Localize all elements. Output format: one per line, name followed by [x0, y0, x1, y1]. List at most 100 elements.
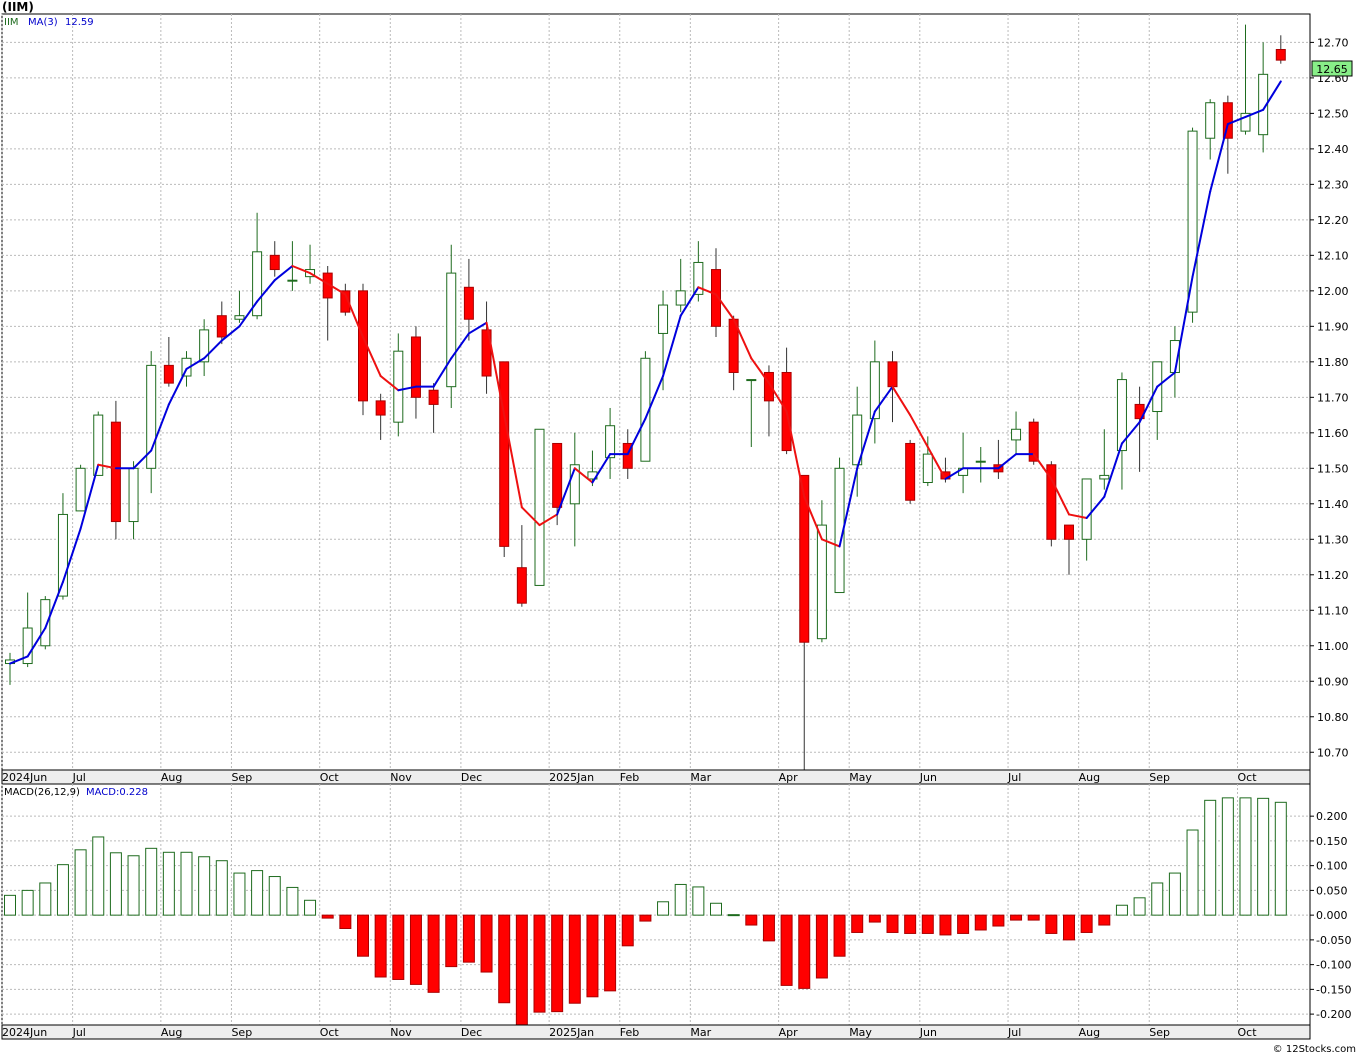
- macd-date-strip: [1, 1024, 1311, 1040]
- candle: [711, 248, 721, 337]
- macd-bar: [692, 886, 705, 916]
- last-price-badge: 12.65: [1311, 60, 1353, 77]
- ma3-segment: [362, 335, 382, 378]
- macd-tick-label: 0.050: [1316, 884, 1348, 897]
- macd-bar: [1257, 797, 1270, 916]
- price-tick-label: 12.20: [1317, 214, 1349, 227]
- price-tick-label: 11.40: [1317, 498, 1349, 511]
- macd-tick-label: 0.100: [1316, 860, 1348, 873]
- macd-bar: [145, 847, 158, 916]
- price-tick-label: 11.70: [1317, 391, 1349, 404]
- macd-date-label: Aug: [161, 1026, 182, 1039]
- ma3-segment: [291, 265, 312, 275]
- candle-body: [569, 464, 580, 505]
- candle: [1081, 478, 1092, 561]
- macd-bar: [604, 914, 617, 992]
- macd-date-label: Oct: [320, 1026, 340, 1039]
- macd-bar: [498, 914, 511, 1004]
- candle-body: [816, 524, 827, 640]
- price-date-label: Feb: [620, 771, 639, 784]
- ma3-segment: [467, 321, 488, 335]
- macd-bar: [39, 882, 52, 916]
- price-tick-label: 11.20: [1317, 569, 1349, 582]
- ma3-segment: [1138, 385, 1159, 424]
- ma3-segment: [1085, 495, 1106, 519]
- ma3-segment: [767, 382, 788, 413]
- price-date-label: Mar: [690, 771, 711, 784]
- ma3-segment: [697, 286, 717, 296]
- candle: [1099, 429, 1110, 490]
- macd-bar: [21, 889, 34, 916]
- macd-bar: [904, 914, 917, 934]
- candle: [675, 258, 686, 313]
- candle-body: [234, 315, 245, 320]
- ma3-segment: [591, 453, 612, 484]
- price-date-label: Jul: [72, 771, 86, 784]
- macd-panel: -0.200 -0.150 -0.100 -0.050 0.000 0.050 0.100 0…: [1, 783, 1351, 1040]
- ma3-segment: [485, 321, 506, 417]
- macd-date-label: Jul: [72, 1026, 86, 1039]
- ma3-segment: [909, 414, 929, 449]
- price-tick-label: 11.60: [1317, 427, 1349, 440]
- macd-bar: [1063, 914, 1075, 941]
- candle: [499, 361, 510, 558]
- ma3-segment: [273, 265, 294, 282]
- candle-body: [163, 364, 174, 384]
- candle: [746, 379, 757, 448]
- ma3-segment: [220, 325, 241, 342]
- price-tick-label: 11.00: [1317, 640, 1349, 653]
- candle: [269, 241, 280, 277]
- macd-bar: [251, 870, 264, 916]
- ma3-segment: [732, 318, 753, 360]
- macd-y-axis: -0.200 -0.150 -0.100 -0.050 0.000 0.050 0.100 0…: [1310, 810, 1351, 1021]
- ma3-segment: [1032, 453, 1053, 480]
- price-tick-label: 12.30: [1317, 178, 1349, 191]
- macd-bar: [1186, 829, 1199, 916]
- macd-bar: [1098, 914, 1111, 926]
- candle-body: [1187, 130, 1198, 313]
- candle: [534, 428, 545, 586]
- macd-date-label: Dec: [461, 1026, 482, 1039]
- ma3-line: [9, 80, 1282, 665]
- macd-bar: [462, 914, 475, 963]
- candle: [428, 383, 439, 433]
- price-tick-label: 11.30: [1317, 533, 1349, 546]
- candle: [1222, 95, 1233, 174]
- macd-date-label: Oct: [1238, 1026, 1258, 1039]
- price-grid: [1, 14, 1310, 770]
- price-tick-label: 10.80: [1317, 711, 1349, 724]
- price-date-label: Jul: [1007, 771, 1021, 784]
- ma3-segment: [997, 453, 1018, 470]
- candle-body: [552, 442, 563, 508]
- ma3-segment: [432, 357, 453, 388]
- ma3-segment: [644, 375, 665, 420]
- candle-body: [605, 425, 616, 459]
- macd-bar: [304, 899, 317, 916]
- ma3-segment: [379, 375, 400, 392]
- macd-bar: [357, 914, 369, 957]
- ma3-segment: [61, 527, 82, 583]
- macd-bar: [1115, 904, 1128, 916]
- candle: [410, 326, 421, 419]
- macd-bar: [1027, 914, 1040, 921]
- ma3-segment: [873, 385, 894, 413]
- ma3-segment: [926, 446, 947, 480]
- candle: [163, 336, 174, 387]
- macd-date-label: 2024Jun: [2, 1026, 47, 1039]
- candle: [693, 241, 704, 302]
- macd-tick-label: -0.050: [1316, 934, 1351, 947]
- ma3-segment: [1191, 190, 1212, 278]
- candle: [1028, 418, 1039, 465]
- ma3-segment: [326, 282, 347, 296]
- legend-symbol: IIM: [4, 17, 19, 28]
- ma3-segment: [538, 513, 559, 527]
- macd-grid: [1, 784, 1310, 1025]
- candle: [1064, 524, 1074, 575]
- candle: [816, 500, 827, 643]
- candle: [1116, 372, 1127, 490]
- macd-bar: [480, 914, 493, 973]
- ma3-segment: [1103, 442, 1123, 498]
- macd-bar: [992, 914, 1005, 927]
- macd-bar: [921, 914, 934, 934]
- candle: [234, 290, 245, 323]
